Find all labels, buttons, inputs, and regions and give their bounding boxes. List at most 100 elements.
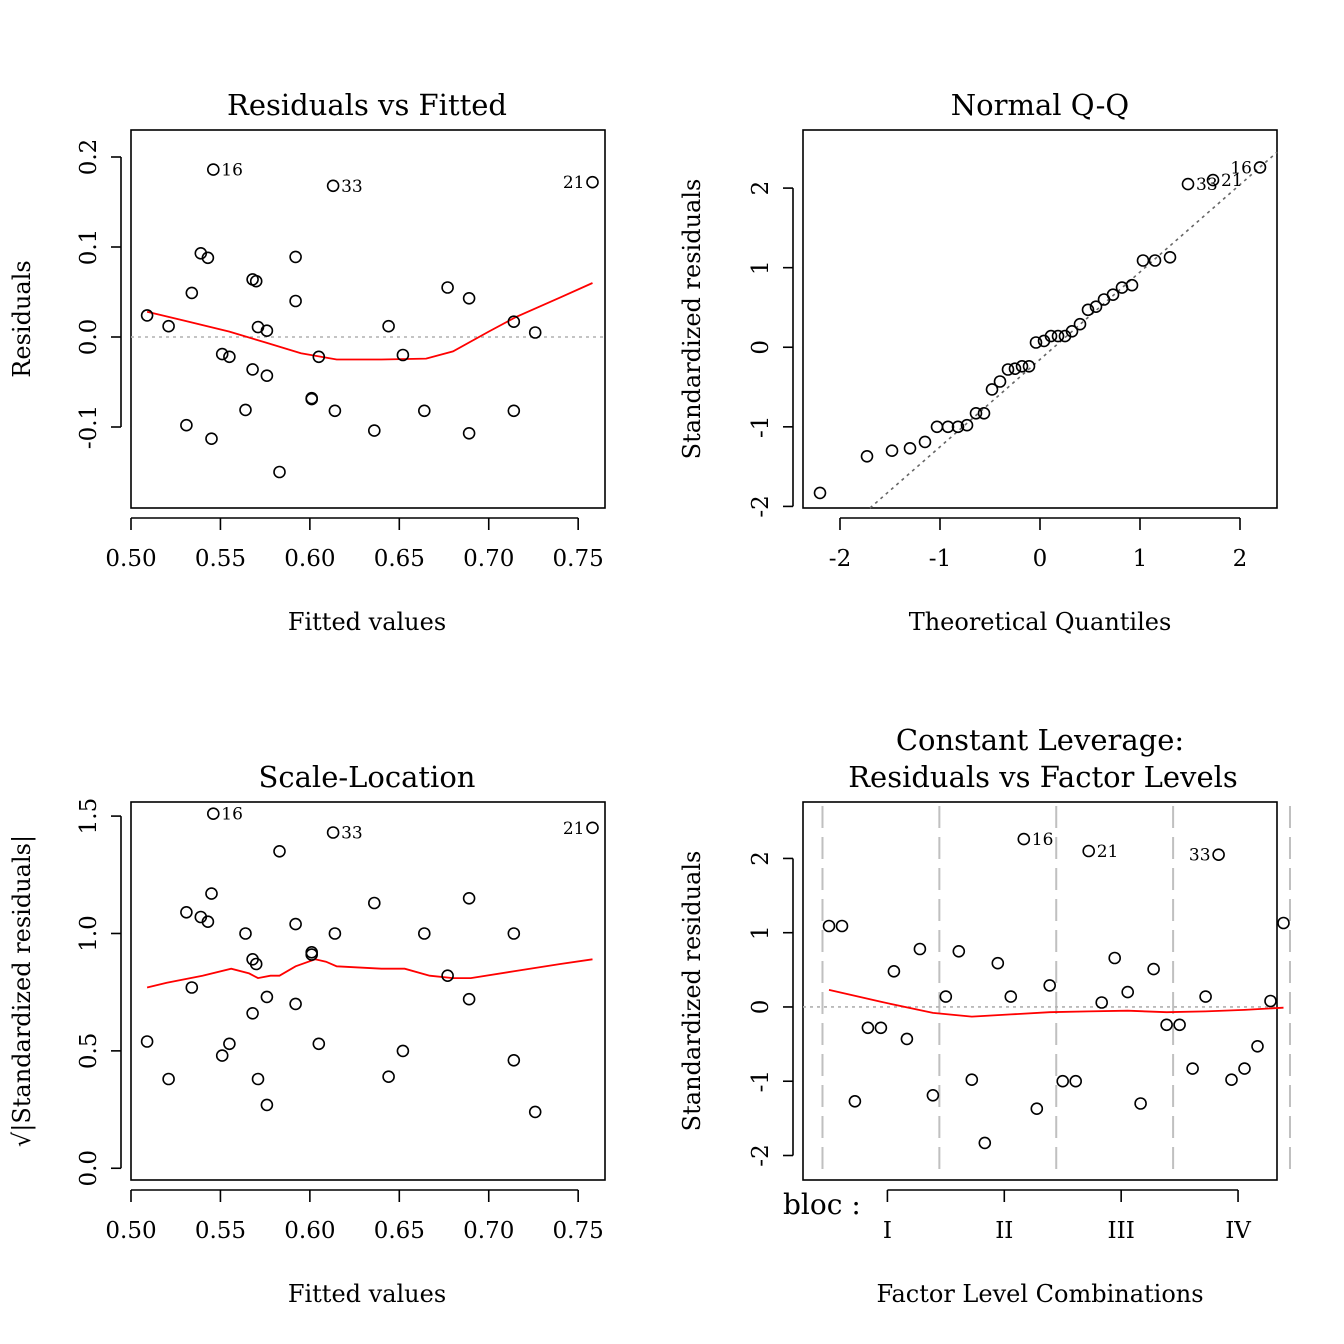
data-point	[1001, 363, 1015, 376]
factor-prefix-label: bloc :	[783, 1188, 861, 1221]
data-point	[586, 821, 599, 835]
point-label: 16	[1230, 158, 1252, 178]
data-point	[1081, 303, 1095, 317]
data-point	[941, 420, 955, 434]
data-point	[462, 426, 476, 440]
data-point	[417, 927, 431, 940]
data-point	[207, 163, 220, 176]
data-point	[1253, 161, 1267, 174]
data-point	[1160, 1018, 1173, 1032]
data-point	[885, 444, 899, 458]
data-point	[1173, 1018, 1186, 1032]
data-point	[1004, 990, 1018, 1003]
data-point	[1022, 359, 1036, 373]
data-point	[223, 1037, 236, 1051]
data-point	[860, 449, 874, 463]
data-point	[289, 294, 302, 308]
data-point	[249, 274, 263, 288]
data-point	[1264, 994, 1277, 1008]
data-point	[991, 956, 1005, 970]
data-point	[507, 315, 521, 329]
data-point	[417, 404, 431, 418]
data-point	[903, 441, 917, 455]
data-point	[205, 432, 218, 446]
data-point	[918, 435, 932, 449]
data-point	[246, 1006, 259, 1020]
point-label: 33	[341, 824, 363, 844]
y-tick-label: -0.1	[76, 405, 102, 449]
data-point	[1044, 329, 1058, 343]
point-label: 21	[563, 819, 585, 839]
data-point	[305, 392, 319, 406]
panel-title: Normal Q-Q	[951, 88, 1129, 122]
x-axis-label: Factor Level Combinations	[876, 1280, 1203, 1308]
x-tick-label: 0.55	[195, 1218, 246, 1244]
data-point	[835, 919, 849, 933]
smoother-line	[828, 989, 1284, 1018]
y-tick-label: 1.0	[76, 915, 102, 952]
y-axis-label: √|Standardized residuals|	[8, 835, 37, 1147]
data-point	[326, 826, 340, 839]
data-point	[1008, 362, 1022, 376]
data-point	[1056, 1074, 1069, 1088]
data-point	[978, 1136, 992, 1150]
scale-location-panel: Scale-Location Fitted values √|Standardi…	[8, 760, 606, 1308]
data-point	[1199, 990, 1212, 1003]
y-tick-label: 1	[748, 925, 774, 940]
plot-frame	[130, 129, 606, 509]
qq-reference-line	[869, 151, 1278, 509]
data-point	[822, 919, 836, 933]
point-label: 33	[1189, 846, 1211, 866]
data-point	[1115, 281, 1129, 294]
data-point	[1136, 254, 1150, 267]
data-point	[993, 375, 1007, 388]
x-tick-label: II	[995, 1218, 1013, 1244]
data-point	[223, 350, 236, 364]
data-point	[1029, 336, 1043, 349]
data-point	[260, 990, 274, 1004]
data-point	[1181, 177, 1195, 191]
data-point	[289, 997, 302, 1011]
data-point	[1051, 329, 1065, 343]
data-point	[140, 1035, 154, 1048]
data-point	[367, 896, 381, 910]
y-tick-label: 2	[748, 181, 774, 196]
data-point	[396, 348, 410, 362]
x-tick-label: 0.60	[284, 1218, 335, 1244]
x-tick-label: 0.75	[553, 1218, 604, 1244]
x-tick-label: 2	[1233, 546, 1248, 572]
x-tick-label: 0.75	[553, 546, 604, 572]
data-point	[913, 942, 927, 956]
panel-title: Residuals vs Fitted	[227, 88, 507, 122]
data-point	[180, 418, 193, 432]
data-point	[887, 964, 901, 978]
data-point	[396, 1044, 410, 1058]
data-point	[249, 957, 263, 971]
data-point	[1106, 288, 1120, 302]
data-point	[305, 948, 319, 961]
data-point	[965, 1073, 979, 1086]
data-point	[1073, 317, 1087, 331]
x-tick-label: 1	[1133, 546, 1148, 572]
data-point	[1238, 1062, 1251, 1075]
y-tick-label: -2	[748, 495, 774, 517]
data-point	[1212, 848, 1225, 862]
data-point	[1251, 1040, 1264, 1053]
data-point	[985, 383, 999, 396]
data-point	[185, 981, 199, 994]
x-tick-label: 0.70	[463, 546, 514, 572]
data-point	[1163, 250, 1177, 264]
data-point	[951, 420, 965, 434]
x-tick-label: 0.55	[195, 546, 246, 572]
data-point	[1225, 1073, 1238, 1086]
point-label: 21	[563, 173, 585, 193]
data-point	[289, 250, 302, 264]
x-axis-label: Theoretical Quantiles	[909, 608, 1172, 636]
data-point	[239, 403, 252, 417]
data-point	[813, 486, 827, 500]
point-label: 33	[341, 177, 363, 197]
data-point	[260, 1098, 274, 1112]
data-point	[201, 251, 215, 265]
x-tick-label: 0.50	[105, 1218, 156, 1244]
